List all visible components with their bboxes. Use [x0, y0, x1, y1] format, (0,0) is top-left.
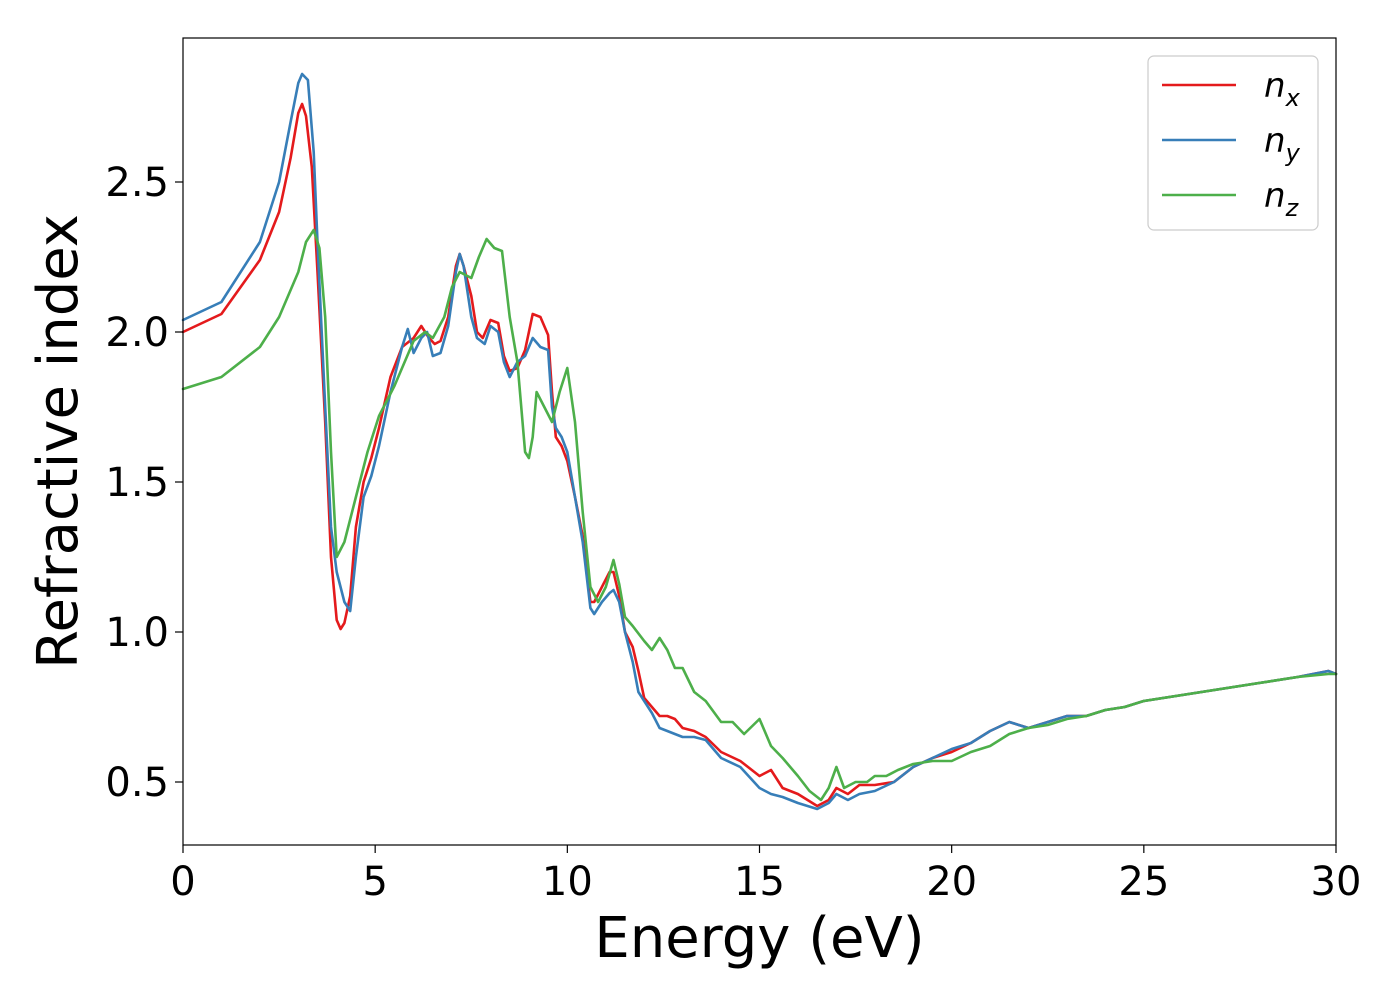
x-axis-ticks: 0 5 10 15 20 25 30	[170, 845, 1361, 905]
x-tick-label: 15	[734, 859, 785, 905]
y-tick-label: 1.0	[105, 610, 169, 656]
y-tick-label: 2.0	[105, 310, 169, 356]
x-tick-label: 25	[1118, 859, 1169, 905]
x-tick-label: 5	[362, 859, 387, 905]
y-axis-ticks: 0.5 1.0 1.5 2.0 2.5	[105, 160, 183, 806]
series-line-ny	[181, 72, 1338, 811]
y-tick-label: 0.5	[105, 760, 169, 806]
y-axis-title: Refractive index	[26, 214, 91, 669]
legend-label-subscript: y	[1285, 139, 1301, 167]
x-axis-title: Energy (eV)	[594, 906, 924, 971]
x-tick-label: 0	[170, 859, 195, 905]
x-tick-label: 20	[926, 859, 977, 905]
x-tick-label: 30	[1311, 859, 1362, 905]
legend-label-subscript: z	[1285, 194, 1300, 222]
y-tick-label: 1.5	[105, 460, 169, 506]
x-tick-label: 10	[542, 859, 593, 905]
legend-box	[1147, 55, 1319, 231]
y-tick-label: 2.5	[105, 160, 169, 206]
series-layer	[181, 72, 1338, 811]
series-line-nz	[181, 228, 1338, 802]
legend-label-subscript: x	[1285, 84, 1301, 112]
